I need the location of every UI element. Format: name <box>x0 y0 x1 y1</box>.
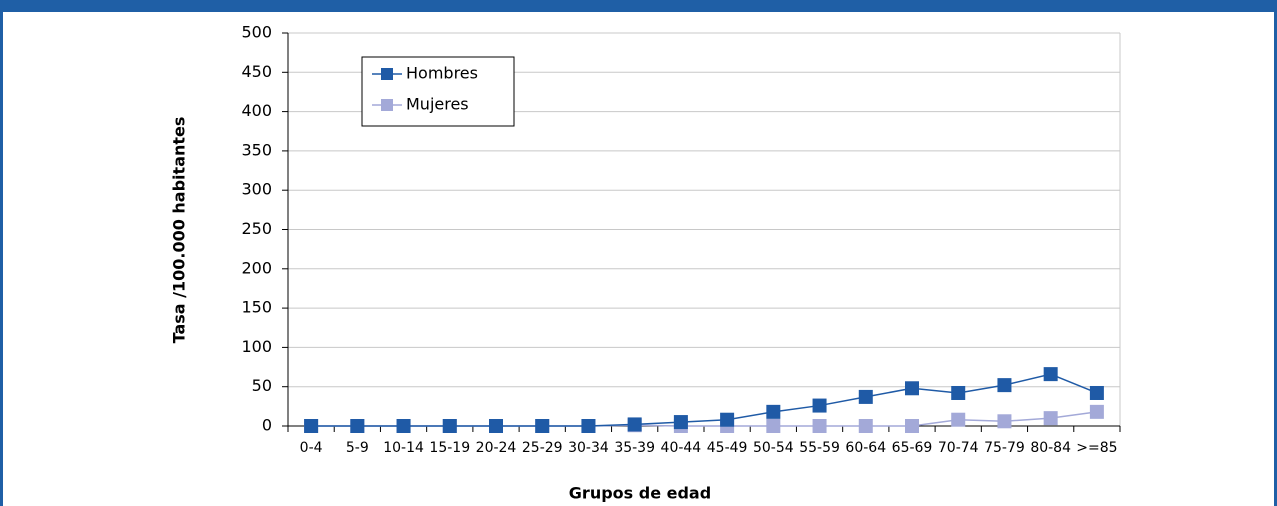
x-tick-label: 5-9 <box>346 440 369 456</box>
point <box>350 419 365 433</box>
x-tick-label: 0-4 <box>300 440 323 456</box>
x-tick-label: 20-24 <box>476 440 517 456</box>
point <box>442 419 457 433</box>
series-line <box>311 411 1097 427</box>
point <box>1089 404 1104 419</box>
header-bar <box>0 0 1277 12</box>
point <box>766 404 781 419</box>
x-tick-label: 30-34 <box>568 440 609 456</box>
legend-label: Hombres <box>406 64 478 83</box>
point <box>1089 385 1104 400</box>
legend-marker <box>381 99 393 111</box>
y-axis-label: Tasa /100.000 habitantes <box>170 117 189 344</box>
y-tick-label: 250 <box>241 219 272 238</box>
point <box>858 419 873 433</box>
series-line <box>311 373 1098 427</box>
point <box>997 414 1012 429</box>
x-tick-label: 60-64 <box>845 440 886 456</box>
x-tick-label: 40-44 <box>661 440 702 456</box>
x-axis-label: Grupos de edad <box>569 484 711 503</box>
x-tick-label: 15-19 <box>429 440 470 456</box>
x-tick-label: 55-59 <box>799 440 840 456</box>
y-tick-label: 100 <box>241 337 272 356</box>
point <box>951 385 966 400</box>
y-tick-label: 200 <box>241 258 272 277</box>
point <box>812 419 827 433</box>
x-tick-label: 10-14 <box>383 440 424 456</box>
left-border <box>0 0 3 506</box>
y-tick-label: 50 <box>252 376 272 395</box>
y-tick-label: 450 <box>241 62 272 81</box>
point <box>304 419 319 433</box>
point <box>905 419 919 433</box>
x-tick-label: 65-69 <box>892 440 933 456</box>
y-tick-label: 0 <box>262 416 272 435</box>
y-tick-label: 500 <box>241 23 272 42</box>
point <box>396 419 411 433</box>
x-tick-label: 25-29 <box>522 440 563 456</box>
point <box>535 419 550 433</box>
x-tick-label: 80-84 <box>1030 440 1071 456</box>
y-tick-label: 400 <box>241 101 272 120</box>
point <box>951 412 966 427</box>
point <box>905 381 919 396</box>
x-tick-label: 50-54 <box>753 440 794 456</box>
point <box>581 419 596 433</box>
point <box>997 378 1012 393</box>
y-tick-label: 150 <box>241 298 272 317</box>
point <box>858 389 873 404</box>
x-tick-label: 45-49 <box>707 440 748 456</box>
point <box>720 412 735 427</box>
x-tick-label: >=85 <box>1076 440 1117 456</box>
x-tick-label: 75-79 <box>984 440 1025 456</box>
right-border <box>1274 0 1277 506</box>
point <box>673 415 688 430</box>
legend-marker <box>381 68 393 80</box>
x-tick-label: 35-39 <box>614 440 655 456</box>
point <box>489 419 503 433</box>
y-tick-label: 300 <box>241 180 272 199</box>
point <box>812 398 827 413</box>
y-tick-label: 350 <box>241 140 272 159</box>
point <box>1043 367 1058 382</box>
point <box>766 419 781 433</box>
point <box>627 417 642 432</box>
legend-label: Mujeres <box>406 95 469 114</box>
x-tick-label: 70-74 <box>938 440 979 456</box>
point <box>1043 411 1058 426</box>
